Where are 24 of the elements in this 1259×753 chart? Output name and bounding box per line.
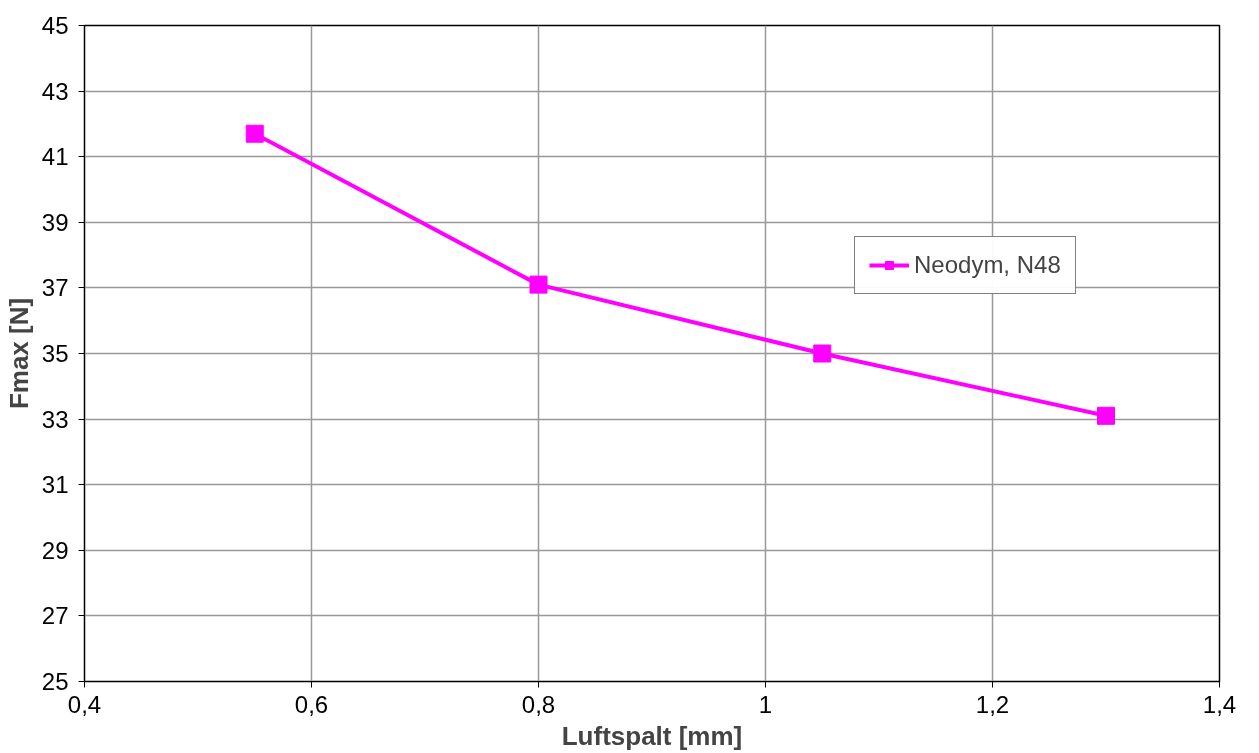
point	[813, 344, 832, 363]
legend-label: Neodym, N48	[914, 251, 1061, 279]
x-tick-label: 1	[758, 690, 773, 718]
x-tick-label: 0,6	[294, 690, 329, 718]
point	[529, 275, 548, 294]
y-tick-label: 39	[41, 208, 69, 236]
y-tick-label: 45	[41, 12, 69, 39]
x-tick-label: 0,4	[67, 690, 102, 718]
x-tick-label: 1,2	[975, 690, 1010, 718]
point	[1097, 406, 1115, 425]
point	[245, 124, 264, 143]
y-axis-title: Fmax [N]	[3, 297, 34, 410]
x-axis-title: Luftspalt [mm]	[561, 720, 743, 751]
y-tick-label: 35	[41, 340, 69, 367]
x-tick-label: 1,4	[1202, 690, 1237, 718]
y-tick-label: 41	[41, 143, 69, 171]
y-tick-label: 29	[41, 536, 69, 564]
y-tick-label: 43	[41, 77, 69, 105]
y-tick-label: 37	[41, 274, 69, 302]
y-tick-label: 31	[41, 471, 69, 499]
y-tick-label: 25	[41, 668, 69, 695]
x-tick-label: 0,8	[521, 690, 556, 718]
y-tick-label: 27	[41, 602, 69, 630]
y-tick-label: 33	[41, 405, 69, 433]
